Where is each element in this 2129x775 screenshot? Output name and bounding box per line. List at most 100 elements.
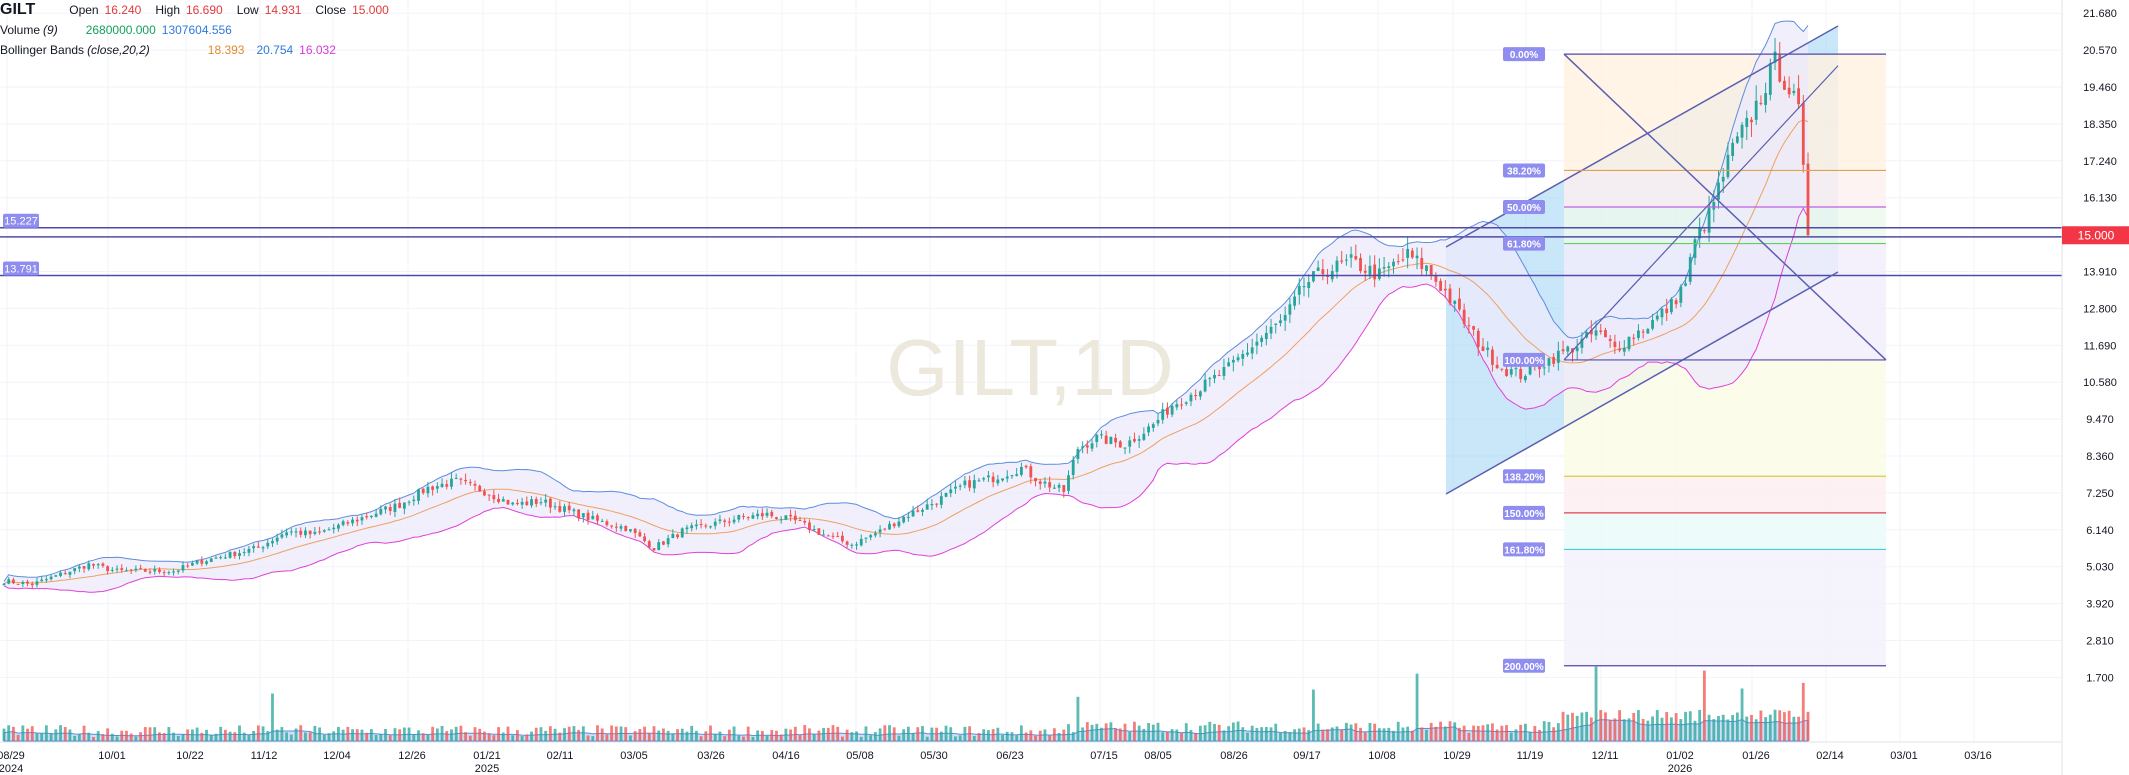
horizontal-line-label: 15.227 bbox=[4, 216, 38, 228]
candle-body bbox=[16, 583, 20, 585]
candle-body bbox=[219, 557, 223, 559]
candle-body bbox=[1076, 449, 1080, 459]
volume-bar bbox=[1260, 727, 1264, 741]
volume-bar bbox=[450, 729, 453, 741]
candle bbox=[756, 509, 760, 520]
volume-bar bbox=[1067, 724, 1070, 741]
volume-bar bbox=[1264, 726, 1268, 741]
candle bbox=[1495, 356, 1499, 370]
candle bbox=[1288, 297, 1292, 323]
candle-body bbox=[1208, 378, 1212, 380]
candle bbox=[972, 474, 976, 493]
volume-bar bbox=[1246, 732, 1249, 741]
candle-body bbox=[812, 528, 816, 530]
volume-bar bbox=[228, 731, 232, 741]
close-value: 15.000 bbox=[352, 3, 389, 17]
candle bbox=[294, 527, 298, 538]
volume-bar bbox=[369, 729, 373, 741]
volume-bar bbox=[1114, 728, 1118, 741]
volume-bar bbox=[878, 728, 882, 741]
candle bbox=[308, 530, 312, 539]
candle-body bbox=[1161, 409, 1165, 420]
volume-bar bbox=[167, 727, 171, 741]
candle bbox=[487, 494, 491, 502]
volume-bar bbox=[987, 730, 990, 741]
volume-bar bbox=[1425, 729, 1428, 741]
candle bbox=[1783, 76, 1786, 90]
candle-body bbox=[1005, 476, 1009, 479]
volume-bar bbox=[87, 732, 91, 741]
candle bbox=[1227, 357, 1231, 367]
candle bbox=[1279, 314, 1282, 327]
volume-bar bbox=[468, 735, 472, 741]
candle-body bbox=[7, 579, 11, 584]
candle bbox=[1599, 323, 1603, 335]
price-axis[interactable]: 21.680 20.570 19.460 18.350 17.240 16.130 13.9… bbox=[2061, 0, 2129, 775]
fib-level-label: 38.20% bbox=[1507, 166, 1541, 177]
candle bbox=[949, 483, 953, 498]
candle-body bbox=[299, 530, 303, 535]
volume-bar bbox=[1759, 710, 1763, 741]
candle bbox=[492, 489, 496, 504]
fib-trend-line[interactable] bbox=[1563, 65, 1839, 361]
volume-bar bbox=[685, 731, 689, 741]
candle-body bbox=[355, 519, 359, 522]
fib-trend-line[interactable] bbox=[1563, 53, 1887, 361]
candle bbox=[1792, 83, 1796, 96]
candle bbox=[1203, 372, 1207, 393]
volume-bar bbox=[939, 731, 943, 741]
volume-bar bbox=[1500, 725, 1504, 741]
volume-bar bbox=[1627, 718, 1631, 741]
candle bbox=[652, 548, 656, 552]
x-tick-label: 02/11 bbox=[547, 750, 574, 762]
volume-bar bbox=[1467, 732, 1471, 741]
volume-param: (9) bbox=[43, 23, 58, 37]
candle-body bbox=[134, 568, 138, 571]
candle bbox=[1698, 217, 1702, 248]
candle-body bbox=[916, 510, 920, 512]
candle-body bbox=[859, 538, 863, 546]
candle bbox=[21, 580, 25, 588]
volume-bar bbox=[1344, 722, 1348, 741]
candle bbox=[435, 482, 439, 494]
candle bbox=[77, 564, 81, 573]
candle bbox=[337, 523, 340, 532]
volume-legend-row[interactable]: Volume (9) 2680000.000 1307604.556 bbox=[0, 20, 403, 40]
candle-body bbox=[770, 511, 774, 517]
candle-body bbox=[633, 528, 637, 534]
candle bbox=[883, 528, 887, 531]
candle bbox=[1453, 300, 1457, 312]
drawings[interactable]: 15.227 13.791 0.00% 38.20% 50.00% 61.80% 100.0… bbox=[0, 25, 2062, 673]
candle-body bbox=[1151, 424, 1155, 428]
candle-body bbox=[1783, 80, 1786, 90]
candle-body bbox=[256, 546, 260, 548]
fib-level-label-bg bbox=[1503, 542, 1545, 557]
candle-body bbox=[506, 500, 510, 505]
volume-bar bbox=[365, 732, 369, 741]
candle-body bbox=[1688, 257, 1692, 282]
candle bbox=[737, 514, 741, 523]
volume-bar bbox=[921, 726, 924, 741]
bollinger-legend-row[interactable]: Bollinger Bands (close,20,2) 18.393 20.7… bbox=[0, 40, 403, 60]
candle-body bbox=[1797, 88, 1800, 105]
candle-body bbox=[308, 530, 312, 535]
candle-body bbox=[1255, 341, 1259, 346]
candle bbox=[266, 539, 270, 550]
candle-body bbox=[365, 516, 369, 518]
candle-body bbox=[487, 494, 491, 496]
candle bbox=[596, 513, 599, 525]
candle bbox=[520, 497, 524, 509]
candle bbox=[1359, 253, 1362, 274]
candle bbox=[1778, 41, 1782, 83]
candle-body bbox=[751, 515, 755, 519]
candle-body bbox=[1283, 315, 1287, 321]
volume-bar bbox=[1665, 712, 1669, 741]
y-tick-label: 21.680 bbox=[2083, 8, 2117, 20]
candle bbox=[718, 514, 722, 524]
volume-bar bbox=[803, 725, 807, 741]
volume-bar bbox=[1599, 709, 1603, 741]
candle-body bbox=[1213, 374, 1216, 379]
channel-lower-line[interactable] bbox=[1445, 271, 1839, 495]
